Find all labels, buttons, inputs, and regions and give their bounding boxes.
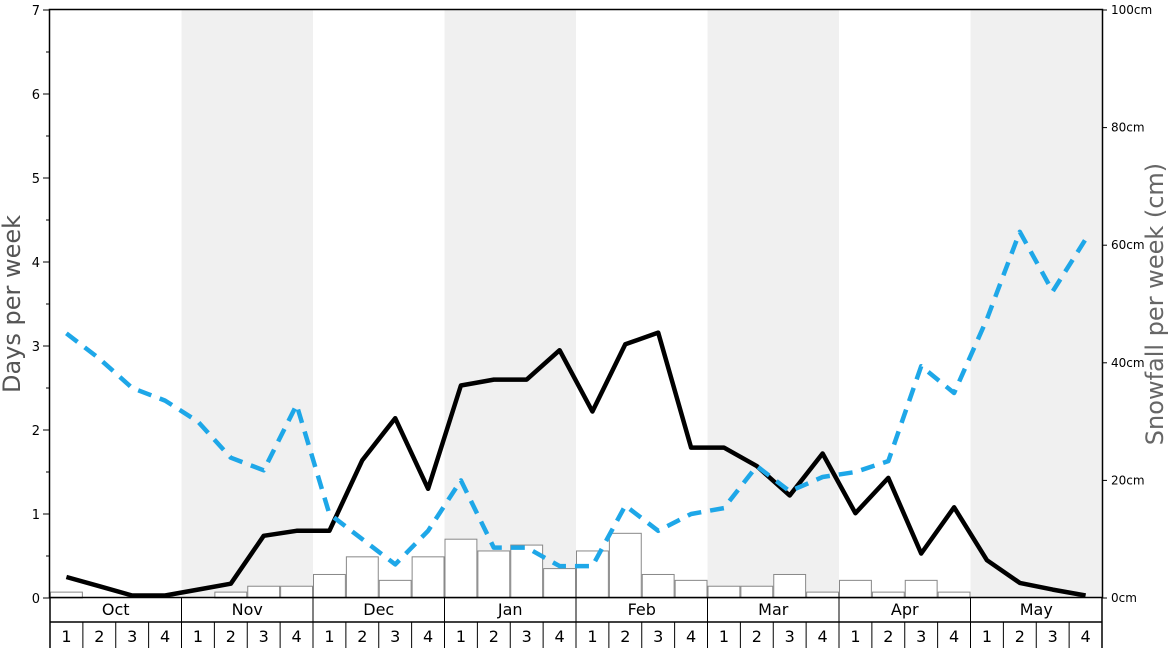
month-label-mar: Mar: [758, 600, 789, 619]
lines-layer: [65, 229, 1088, 598]
week-label: 4: [686, 627, 696, 646]
snowfall-bar: [904, 579, 938, 599]
snowfall-bar: [641, 573, 675, 599]
snowfall-bar: [411, 556, 445, 599]
week-label: 4: [160, 627, 170, 646]
week-label: 4: [554, 627, 564, 646]
week-label: 3: [785, 627, 795, 646]
snowfall-bar: [444, 538, 478, 599]
month-shade-nov: [181, 10, 313, 598]
week-label: 3: [916, 627, 926, 646]
right-tick-label: 100cm: [1111, 3, 1152, 17]
right-tick-label: 20cm: [1111, 473, 1145, 487]
right-tick-label: 0cm: [1111, 591, 1137, 605]
week-label: 2: [94, 627, 104, 646]
week-label: 1: [324, 627, 334, 646]
week-label: 1: [456, 627, 466, 646]
week-label: 4: [817, 627, 827, 646]
week-label: 2: [226, 627, 236, 646]
week-label: 4: [291, 627, 301, 646]
week-label: 3: [653, 627, 663, 646]
snowfall-bar: [576, 550, 609, 599]
black-solid-line: [65, 330, 1086, 598]
month-shade-mar: [707, 10, 839, 598]
snowfall-bar: [477, 550, 511, 599]
snowfall-bar: [674, 579, 708, 599]
left-tick-label: 7: [32, 4, 40, 19]
left-tick-label: 3: [32, 340, 40, 355]
snowfall-bar: [313, 573, 346, 599]
snowfall-bar: [740, 585, 774, 599]
week-label: 1: [719, 627, 729, 646]
month-shading-layer: [181, 10, 1102, 598]
right-axis: 0cm 20cm 40cm 60cm 80cm 100cm: [1102, 3, 1152, 605]
left-axis: 0 1 2 3 4 5 6 7: [32, 4, 50, 607]
week-label: 1: [982, 627, 992, 646]
blue-dashed-line: [65, 229, 1088, 569]
right-tick-label: 80cm: [1111, 121, 1145, 135]
snowfall-bar: [345, 556, 379, 599]
week-label: 2: [357, 627, 367, 646]
right-tick-label: 60cm: [1111, 238, 1145, 252]
left-axis-label: Days per week: [0, 215, 26, 393]
snowfall-bar: [707, 585, 741, 599]
snowfall-bar: [247, 585, 281, 599]
left-tick-label: 0: [32, 592, 40, 607]
week-label: 3: [127, 627, 137, 646]
week-label: 1: [193, 627, 203, 646]
week-label: 3: [1048, 627, 1058, 646]
week-label: 1: [587, 627, 597, 646]
week-label: 4: [949, 627, 959, 646]
left-tick-label: 2: [32, 424, 40, 439]
week-label: 1: [850, 627, 860, 646]
week-label: 3: [259, 627, 269, 646]
week-label: 2: [620, 627, 630, 646]
month-shade-may: [970, 10, 1102, 598]
month-label-feb: Feb: [628, 600, 656, 619]
month-label-apr: Apr: [891, 600, 919, 619]
week-label: 1: [61, 627, 71, 646]
snowfall-bar: [608, 532, 642, 599]
snowfall-bar: [280, 585, 313, 599]
week-label: 2: [752, 627, 762, 646]
right-tick-label: 40cm: [1111, 356, 1145, 370]
snowfall-bars-layer: [50, 532, 971, 599]
month-label-oct: Oct: [102, 600, 130, 619]
snowfall-bar: [378, 579, 412, 599]
right-axis-label: Snowfall per week (cm): [1141, 163, 1168, 445]
left-tick-label: 6: [32, 88, 40, 103]
month-label-may: May: [1020, 600, 1053, 619]
week-label: 3: [390, 627, 400, 646]
month-week-axis: Oct 1 2 3 4 Nov 1 2 3 4 Dec 1 2 3 4 Jan 1 2 3 4 Feb 1 2 3 4 Mar 1 2…: [49, 598, 1103, 648]
week-label: 2: [883, 627, 893, 646]
month-label-nov: Nov: [232, 600, 263, 619]
left-tick-label: 1: [32, 508, 40, 523]
week-label: 4: [1080, 627, 1090, 646]
week-label: 2: [1015, 627, 1025, 646]
month-shade-jan: [444, 10, 576, 598]
month-label-jan: Jan: [497, 600, 523, 619]
snowfall-bar: [839, 579, 872, 599]
week-label: 3: [522, 627, 532, 646]
left-tick-label: 5: [32, 172, 40, 187]
week-label: 4: [423, 627, 433, 646]
month-label-dec: Dec: [363, 600, 394, 619]
snowfall-bar: [543, 568, 576, 599]
snowfall-bar: [773, 573, 807, 599]
week-label: 2: [489, 627, 499, 646]
left-tick-label: 4: [32, 256, 40, 271]
